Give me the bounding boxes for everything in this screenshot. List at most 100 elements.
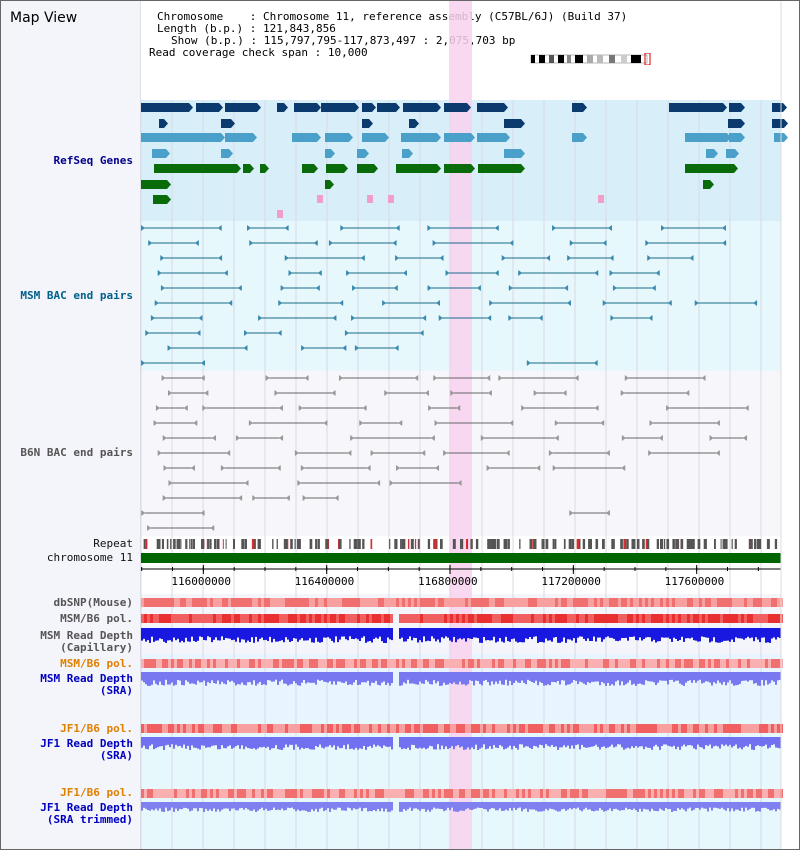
heat-cell bbox=[207, 724, 210, 733]
depth-bar bbox=[321, 802, 323, 808]
depth-bar bbox=[745, 737, 747, 746]
refseq-genes-track[interactable] bbox=[141, 103, 788, 218]
repeat-mark bbox=[298, 539, 301, 549]
bac-end-marker bbox=[394, 345, 399, 351]
msm-b6-pol-label[interactable]: MSM/B6 pol. bbox=[60, 612, 133, 625]
jf1-read-depth-sra-label[interactable]: JF1 Read Depth (SRA) bbox=[40, 737, 133, 762]
heat-cell bbox=[336, 659, 339, 668]
depth-bar bbox=[203, 802, 205, 812]
depth-bar bbox=[359, 737, 361, 749]
dbsnp-label[interactable]: dbSNP(Mouse) bbox=[53, 596, 133, 609]
bac-end-marker bbox=[278, 405, 283, 411]
depth-bar bbox=[253, 628, 255, 643]
repeat-label[interactable]: Repeat bbox=[93, 537, 133, 550]
depth-bar bbox=[457, 737, 459, 745]
depth-bar bbox=[647, 628, 649, 637]
chromosome-bar[interactable] bbox=[141, 553, 781, 563]
depth-bar bbox=[205, 737, 207, 748]
heat-cell bbox=[525, 598, 528, 607]
refseq-genes-label[interactable]: RefSeq Genes bbox=[53, 154, 133, 167]
page-title: Map View bbox=[10, 10, 78, 26]
depth-bar bbox=[767, 737, 769, 749]
heat-cell bbox=[402, 598, 405, 607]
heat-cell bbox=[576, 659, 579, 668]
repeat-mark bbox=[493, 539, 495, 549]
jf1-b6-pol-trim-label[interactable]: JF1/B6 pol. bbox=[60, 786, 133, 799]
heat-cell bbox=[339, 724, 342, 733]
b6n-bac-label[interactable]: B6N BAC end pairs bbox=[20, 446, 133, 459]
gene-block bbox=[362, 133, 385, 142]
msm-read-depth-sra-label[interactable]: MSM Read Depth (SRA) bbox=[40, 672, 133, 697]
jf1-b6-pol-label[interactable]: JF1/B6 pol. bbox=[60, 722, 133, 735]
depth-bar bbox=[697, 802, 699, 808]
depth-bar bbox=[755, 737, 757, 747]
depth-bar bbox=[645, 672, 647, 681]
depth-bar bbox=[379, 802, 381, 812]
heat-cell bbox=[504, 724, 507, 733]
bac-end-marker bbox=[432, 240, 437, 246]
depth-bar bbox=[649, 628, 651, 638]
depth-bar bbox=[377, 628, 379, 639]
msm-bac-label[interactable]: MSM BAC end pairs bbox=[20, 289, 133, 302]
msm-bac-track[interactable] bbox=[141, 225, 758, 366]
jf1-read-depth-trimmed-label[interactable]: JF1 Read Depth (SRA trimmed) bbox=[40, 801, 133, 826]
depth-bar bbox=[405, 628, 407, 642]
msm-read-depth-capillary-label[interactable]: MSM Read Depth (Capillary) bbox=[40, 629, 133, 654]
depth-bar bbox=[323, 628, 325, 638]
depth-bar bbox=[483, 737, 485, 745]
depth-bar bbox=[635, 737, 637, 746]
chromosome-label[interactable]: chromosome 11 bbox=[46, 551, 133, 564]
heat-cell bbox=[246, 724, 249, 733]
depth-bar bbox=[339, 628, 341, 640]
heat-cell bbox=[459, 724, 462, 733]
depth-bar bbox=[419, 628, 421, 641]
depth-bar bbox=[757, 672, 759, 686]
depth-bar bbox=[773, 802, 775, 810]
msm-b6-pol-sra-label[interactable]: MSM/B6 pol. bbox=[60, 657, 133, 670]
heat-cell bbox=[231, 598, 234, 607]
heat-cell bbox=[579, 659, 582, 668]
axis-tick-label: 116800000 bbox=[418, 575, 478, 588]
depth-bar bbox=[655, 672, 657, 686]
heat-cell bbox=[198, 724, 201, 733]
depth-bar bbox=[587, 802, 589, 810]
heat-cell bbox=[312, 614, 315, 623]
depth-bar bbox=[279, 802, 281, 811]
length-key: Length (b.p.) bbox=[157, 22, 244, 35]
heat-cell bbox=[489, 598, 492, 607]
depth-bar bbox=[215, 802, 217, 812]
depth-bar bbox=[627, 628, 629, 641]
depth-bar bbox=[225, 737, 227, 749]
heat-cell bbox=[759, 614, 762, 623]
depth-bar bbox=[491, 672, 493, 682]
b6n-bac-track[interactable] bbox=[141, 375, 749, 531]
repeat-track[interactable] bbox=[143, 539, 778, 549]
heat-cell bbox=[222, 724, 225, 733]
depth-bar bbox=[447, 628, 449, 638]
depth-bar bbox=[297, 628, 299, 642]
depth-bar bbox=[587, 672, 589, 683]
repeat-mark bbox=[178, 539, 180, 549]
depth-bar bbox=[259, 737, 261, 748]
bac-end-marker bbox=[594, 405, 599, 411]
depth-bar bbox=[499, 628, 501, 639]
heat-cell bbox=[324, 789, 327, 798]
depth-bar bbox=[175, 737, 177, 745]
chromosome-ideogram[interactable] bbox=[529, 53, 653, 65]
gene-arrow bbox=[237, 164, 241, 173]
depth-bar bbox=[241, 628, 243, 640]
bac-end-marker bbox=[302, 495, 307, 501]
depth-bar bbox=[333, 802, 335, 810]
depth-bar bbox=[299, 802, 301, 812]
axis-tick-label: 116000000 bbox=[171, 575, 231, 588]
depth-bar bbox=[275, 628, 277, 642]
depth-bar bbox=[379, 672, 381, 686]
heat-cell bbox=[747, 789, 750, 798]
heatmap-tracks[interactable] bbox=[141, 598, 783, 812]
depth-bar bbox=[215, 628, 217, 638]
heat-cell bbox=[495, 789, 498, 798]
depth-bar bbox=[461, 628, 463, 640]
depth-bar bbox=[625, 737, 627, 749]
heat-cell bbox=[636, 614, 639, 623]
